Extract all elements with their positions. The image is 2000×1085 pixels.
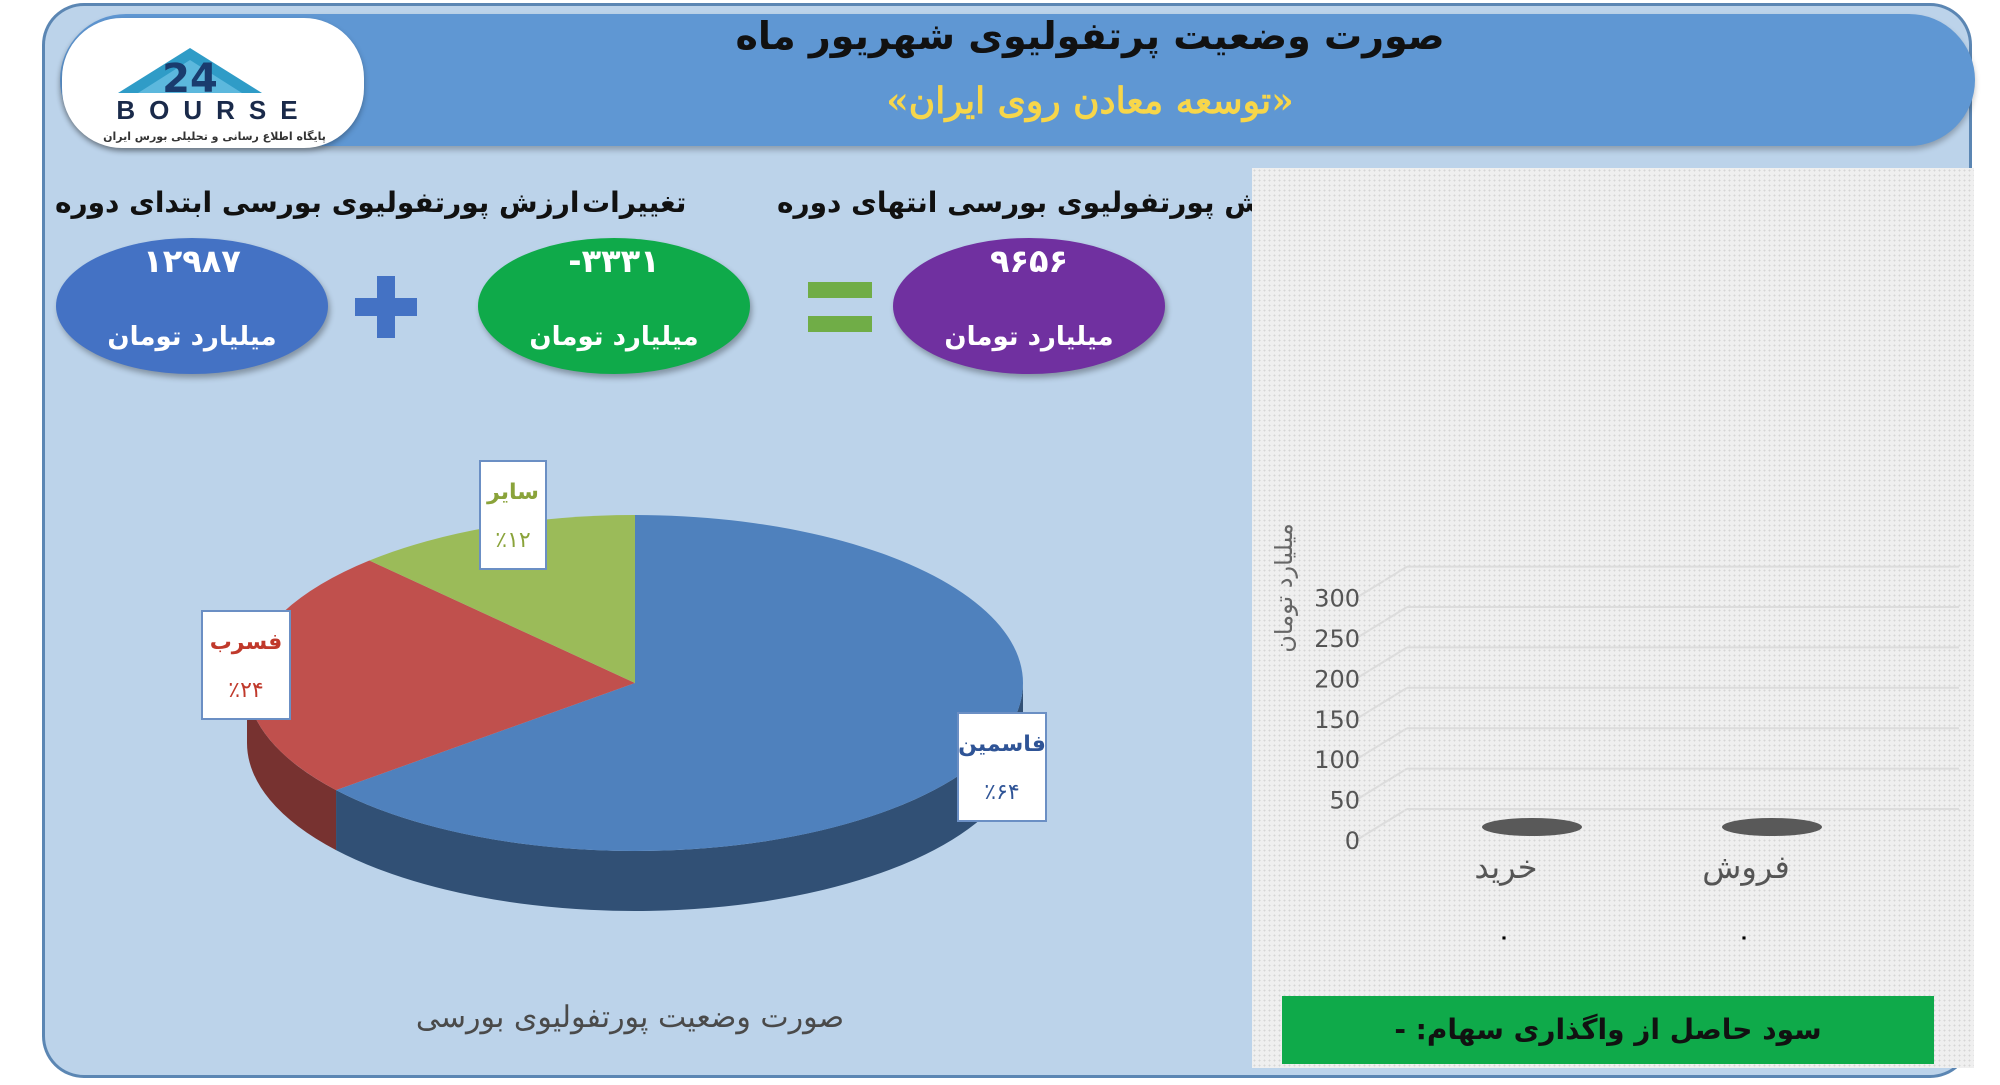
pie-value-label: ٪۲۴ — [228, 678, 263, 703]
kpi-end-label: ارزش پورتفولیوی بورسی انتهای دوره — [777, 186, 1305, 219]
pie-label-2: سایر ٪۱۲ — [479, 460, 547, 570]
pie-side-0 — [336, 683, 1023, 911]
kpi-start-value: ۱۲۹۸۷ — [143, 242, 241, 280]
bar-data-label: ٠ — [1739, 927, 1750, 948]
trade-chart-area — [1252, 168, 1974, 1068]
gridline-depth — [1354, 686, 1408, 721]
pie-value-label: ٪۱۲ — [495, 528, 530, 553]
kpi-change-oval: -۳۳۳۱ میلیارد تومان — [478, 238, 750, 374]
portfolio-pie-chart: فاسمین ٪۶۴ فسرب ٪۲۴ سایر ٪۱۲ — [201, 460, 1047, 911]
y-tick-label: 50 — [1329, 787, 1360, 815]
pie-label-0: فاسمین ٪۶۴ — [957, 712, 1047, 822]
page-title: صورت وضعیت پرتفولیوی شهریور ماه — [735, 14, 1445, 58]
page-subtitle: «توسعه معادن روی ایران» — [886, 80, 1294, 122]
trade-bar-chart: 0 50 100 150 200 250 300 میلیارد تومان خرید ٠ فروش… — [1270, 523, 1959, 948]
logo-mark-icon: 24 — [118, 48, 262, 102]
svg-text:24: 24 — [162, 56, 218, 102]
y-tick-label: 200 — [1314, 665, 1360, 693]
logo-tagline: پایگاه اطلاع رسانی و تحلیلی بورس ایران — [103, 130, 326, 143]
kpi-change-value: -۳۳۳۱ — [568, 242, 660, 280]
gridline-depth — [1354, 767, 1408, 802]
pie-category-label: فاسمین — [958, 732, 1046, 757]
gridline-depth — [1354, 646, 1408, 681]
y-tick-label: 300 — [1314, 585, 1360, 613]
pie-value-label: ٪۶۴ — [984, 780, 1019, 805]
y-tick-label: 100 — [1314, 746, 1360, 774]
header-banner — [60, 14, 1975, 146]
pie-slice-0 — [336, 515, 1024, 851]
kpi-start-oval: ۱۲۹۸۷ میلیارد تومان — [56, 238, 328, 374]
pie-category-label: فسرب — [210, 630, 283, 655]
x-category-label: خرید — [1474, 848, 1537, 886]
x-category-label: فروش — [1702, 848, 1789, 886]
pie-side-1 — [247, 683, 337, 851]
kpi-end-unit: میلیارد تومان — [944, 322, 1114, 352]
y-tick-label: 0 — [1345, 827, 1360, 855]
kpi-start-unit: میلیارد تومان — [107, 322, 277, 352]
profit-from-sale-box: سود حاصل از واگذاری سهام: - — [1282, 996, 1934, 1064]
bar-0 — [1482, 818, 1582, 836]
y-tick-label: 150 — [1314, 706, 1360, 734]
pie-slice-1 — [247, 560, 635, 791]
plus-icon — [355, 276, 417, 338]
gridline-depth — [1354, 565, 1408, 600]
bourse-logo: 24 BOURSE پایگاه اطلاع رسانی و تحلیلی بو… — [62, 18, 364, 148]
kpi-end-oval: ۹۶۵۶ میلیارد تومان — [893, 238, 1165, 374]
bar-data-label: ٠ — [1499, 927, 1510, 948]
pie-label-1: فسرب ٪۲۴ — [201, 610, 291, 720]
pie-category-label: سایر — [486, 480, 539, 505]
pie-chart-caption: صورت وضعیت پورتفولیوی بورسی — [415, 1000, 845, 1035]
equals-icon — [808, 282, 872, 334]
kpi-change-unit: میلیارد تومان — [529, 322, 699, 352]
kpi-end-value: ۹۶۵۶ — [989, 242, 1069, 280]
pie-slice-2 — [369, 515, 635, 683]
kpi-change-label: تغییرات — [582, 186, 687, 219]
gridline-depth — [1354, 606, 1408, 640]
gridline-depth — [1354, 727, 1408, 762]
kpi-start-label: ارزش پورتفولیوی بورسی ابتدای دوره — [55, 186, 580, 219]
y-tick-label: 250 — [1314, 625, 1360, 653]
bar-1 — [1722, 818, 1822, 836]
gridline-depth — [1354, 808, 1408, 842]
y-axis-label: میلیارد تومان — [1270, 523, 1298, 652]
logo-text: BOURSE — [116, 95, 312, 125]
